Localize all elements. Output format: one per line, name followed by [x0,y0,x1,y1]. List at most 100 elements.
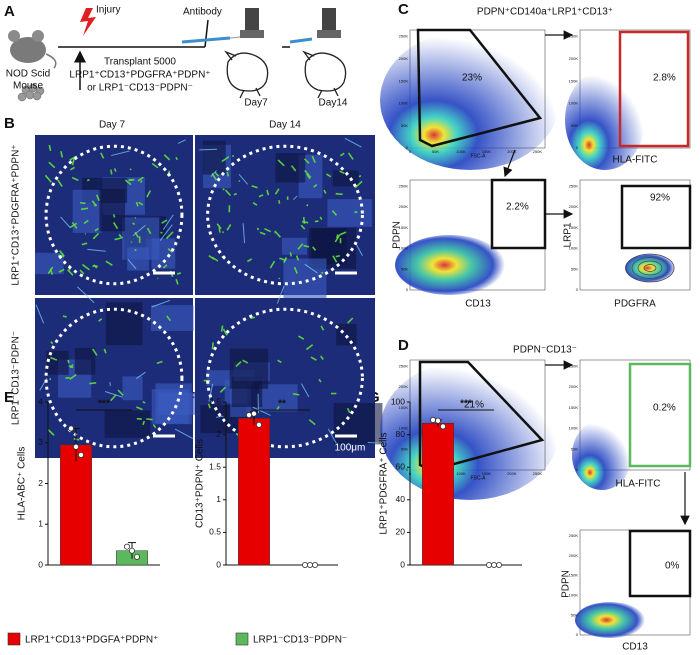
texture [110,169,113,175]
texture [136,406,143,411]
panel-label: E [4,389,14,406]
bar [238,418,270,566]
texture [136,371,146,380]
texture [277,159,285,167]
gate [490,178,547,250]
texture [216,223,222,230]
tick-label: 50K [571,446,578,451]
texture [226,172,230,177]
data-point [68,425,75,432]
tick-label: 150K [569,573,579,578]
texture [333,403,383,445]
tick-label: 250K [533,471,543,476]
texture [87,248,106,252]
tick-label: 200K [569,384,579,389]
texture [313,184,318,188]
texture [112,214,116,218]
texture [162,264,168,269]
texture [79,201,86,205]
outline [44,144,184,286]
texture [226,223,232,231]
texture [347,317,354,324]
tick-label: 250K [569,533,579,538]
significance: ** [278,399,286,410]
y-axis-label: LRP1⁺PDGFRA⁺ Cells [379,432,390,534]
texture [238,180,241,182]
contour [643,264,657,272]
texture [130,241,133,243]
texture [319,216,323,221]
axis-label: PDPN [392,221,403,249]
outline [44,307,184,449]
texture [276,406,280,411]
texture [71,158,75,166]
tick-label: 100K [456,149,466,154]
texture [208,383,214,402]
axis-label: FSC-A [471,475,487,481]
texture [311,155,316,163]
texture [367,442,379,444]
density [625,254,675,282]
texture [308,419,316,426]
texture [220,325,224,332]
texture [81,242,88,246]
gate-label: 92% [650,193,670,204]
tick-label: 0 [576,467,579,472]
texture [146,227,152,235]
tick-label: 0 [576,287,579,292]
texture [283,258,327,303]
data-point [311,562,318,569]
label: Injury [96,5,120,16]
texture [289,252,293,257]
texture [146,190,152,198]
texture [310,356,317,361]
tick-label: 100K [569,592,579,597]
texture [235,360,242,368]
texture [67,359,70,364]
texture [300,383,310,398]
arrow [503,149,516,178]
texture [135,201,139,207]
texture [259,231,266,236]
texture [266,189,270,196]
texture [218,227,221,233]
scale-label: 100μm [335,443,366,454]
data-point [495,562,502,569]
panel-label: C [398,1,409,18]
texture [211,256,219,262]
texture [161,219,168,224]
texture [57,179,63,187]
texture [137,176,144,182]
texture [99,188,126,232]
y-tick-label: 2 [38,478,43,488]
data-point [73,443,80,450]
tick-label: 200K [399,204,409,209]
texture [278,200,281,204]
data-point [490,562,497,569]
texture [50,356,58,361]
texture [92,232,100,240]
data-point [301,562,308,569]
texture [346,407,351,414]
texture [122,376,143,401]
texture [127,247,149,271]
texture [124,179,132,186]
tick-label: 50K [571,266,578,271]
texture [67,269,74,276]
label: NOD Scid [6,69,50,80]
texture [81,263,90,271]
texture [162,214,174,230]
texture [74,347,96,375]
legend-label: LRP1⁻CD13⁻PDPN⁻ [253,635,347,646]
contour [631,257,669,279]
texture [81,207,89,211]
panel-label: D [398,337,409,354]
y-tick-label: 3 [38,437,43,447]
texture [251,185,258,189]
texture [132,222,136,226]
texture [335,254,340,258]
y-tick-label: 60 [396,461,406,471]
tick-label: 100K [569,101,579,106]
tick-label: 100K [569,426,579,431]
